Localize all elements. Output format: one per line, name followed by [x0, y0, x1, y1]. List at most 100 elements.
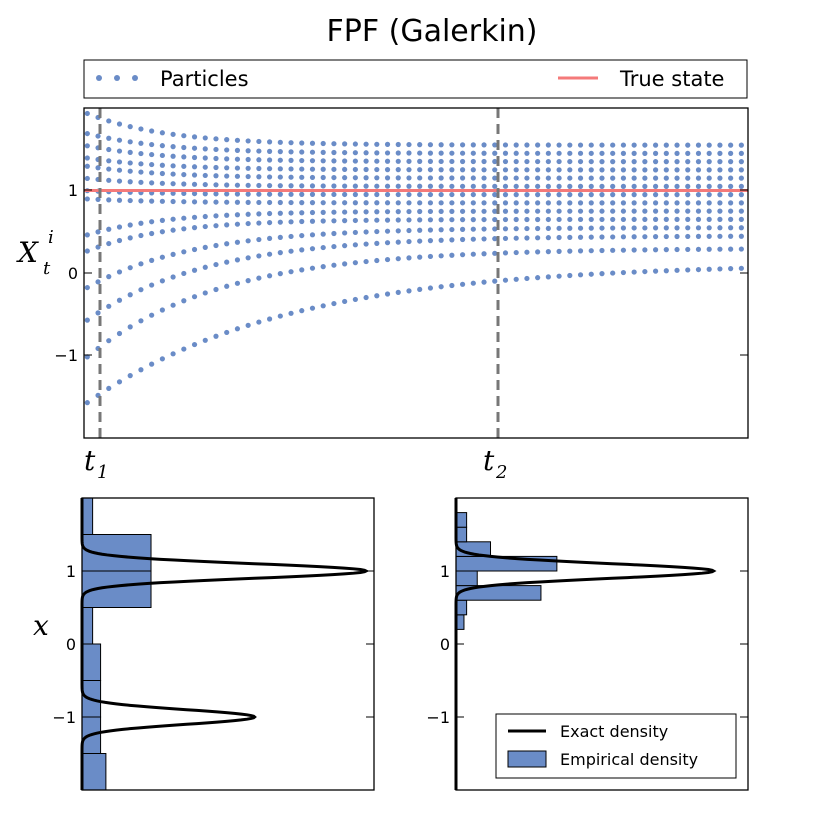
particle-point	[620, 200, 627, 206]
particle-point	[652, 247, 659, 253]
particle-point	[706, 192, 712, 198]
particle-point	[481, 183, 487, 189]
particle-point	[288, 174, 294, 180]
particle-point	[224, 137, 230, 143]
particle-point	[384, 167, 391, 173]
particle-point	[588, 158, 594, 165]
particle-point	[459, 236, 466, 243]
particle-point	[427, 253, 434, 260]
particle-point	[277, 139, 283, 145]
particle-point	[384, 256, 391, 263]
particle-point	[331, 158, 337, 164]
particle-point	[374, 150, 380, 156]
particle-point	[695, 266, 702, 273]
particle-point	[84, 110, 90, 117]
main-y-axis-label: X t i	[16, 227, 54, 279]
particle-point	[288, 248, 294, 254]
particle-point	[363, 175, 369, 181]
particle-point	[470, 175, 476, 181]
particle-point	[663, 216, 669, 222]
particle-point	[588, 167, 594, 173]
particle-point	[738, 175, 744, 181]
particle-point	[191, 267, 198, 273]
particle-point	[610, 234, 616, 240]
particle-point	[181, 215, 187, 221]
particle-point	[181, 171, 187, 178]
particle-point	[513, 142, 519, 148]
particle-point	[191, 145, 198, 151]
particle-point	[513, 208, 519, 214]
particle-point	[374, 228, 380, 235]
hist-t2-ytick-label: 1	[440, 562, 450, 581]
particle-point	[706, 142, 712, 148]
particle-point	[449, 142, 455, 148]
particle-point	[631, 150, 637, 156]
xtick-t2-main: t	[483, 444, 495, 477]
particle-point	[138, 232, 144, 239]
particle-point	[535, 142, 541, 148]
density-panel-t1: 1 0 −1 x	[33, 497, 375, 791]
particle-point	[395, 217, 401, 223]
particle-point	[256, 138, 262, 145]
particle-point	[524, 225, 530, 232]
particle-point	[545, 142, 551, 148]
particle-point	[363, 294, 369, 301]
particle-point	[245, 191, 251, 197]
hist-t1-ytick-label: 1	[66, 562, 76, 581]
particle-point	[717, 159, 723, 165]
particle-point	[170, 251, 176, 257]
particle-point	[234, 147, 241, 153]
particle-point	[717, 167, 723, 173]
particle-point	[685, 225, 691, 231]
particle-point	[288, 149, 294, 155]
particle-point	[556, 248, 562, 254]
particle-point	[652, 200, 659, 206]
particle-point	[620, 159, 627, 165]
particle-point	[492, 250, 498, 256]
particle-point	[524, 249, 530, 255]
legend-true-state-label: True state	[619, 67, 724, 91]
particle-point	[610, 142, 616, 148]
particle-point	[545, 235, 551, 241]
particle-point	[449, 200, 455, 206]
particle-point	[181, 298, 187, 304]
particle-point	[320, 174, 326, 181]
particle-point	[159, 278, 165, 284]
particle-point	[202, 164, 208, 170]
particle-point	[224, 283, 230, 289]
particle-point	[459, 217, 466, 223]
particle-point	[384, 158, 391, 164]
particle-point	[342, 261, 348, 267]
particle-point	[502, 142, 509, 148]
particle-point	[535, 249, 541, 255]
particle-point	[610, 150, 616, 156]
particle-point	[481, 158, 487, 165]
particle-point	[599, 183, 605, 189]
particle-point	[577, 192, 584, 198]
particle-point	[642, 167, 648, 173]
particle-point	[406, 255, 412, 261]
particle-point	[342, 200, 348, 206]
particle-point	[556, 225, 562, 231]
particle-point	[170, 198, 176, 205]
particle-point	[374, 257, 380, 264]
particle-point	[84, 248, 90, 254]
particle-point	[170, 171, 176, 177]
particle-point	[266, 235, 273, 242]
particle-point	[642, 142, 648, 148]
particle-point	[299, 218, 305, 225]
particle-point	[170, 302, 176, 308]
particle-point	[706, 225, 712, 231]
particle-point	[288, 166, 294, 172]
particle-point	[245, 220, 251, 227]
particle-point	[299, 267, 305, 273]
density-panel-t2: 1 0 −1 Exact density Empirical density	[426, 497, 749, 791]
particle-point	[738, 159, 744, 165]
particle-point	[342, 209, 348, 215]
particle-point	[738, 167, 744, 173]
particle-point	[513, 200, 519, 206]
particle-point	[417, 183, 423, 189]
particle-point	[470, 236, 476, 242]
particle-point	[556, 234, 562, 241]
particle-point	[234, 280, 241, 286]
